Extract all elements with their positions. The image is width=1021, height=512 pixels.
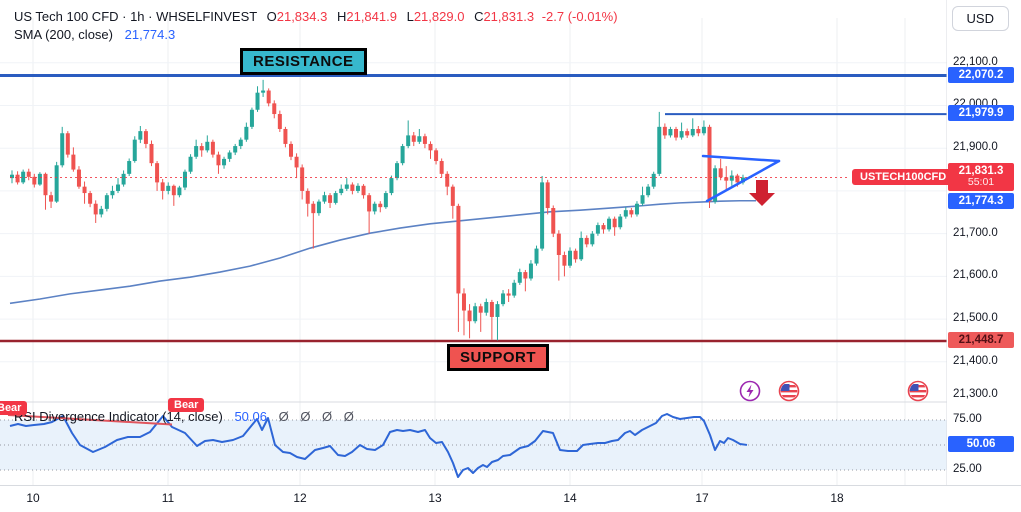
support-label[interactable]: SUPPORT: [447, 344, 550, 371]
rsi-legend-row[interactable]: RSI Divergence Indicator (14, close) 50.…: [14, 409, 358, 424]
time-axis[interactable]: 10 11 12 13 14 17 18: [0, 486, 1021, 512]
time-axis-label: 14: [563, 491, 577, 505]
symbol-title: US Tech 100 CFD · 1h · WHSELFINVEST: [14, 9, 257, 24]
change-value: -2.7 (-0.01%): [541, 9, 618, 24]
price-badge: 21,774.3: [948, 192, 1014, 209]
economic-event-lightning-icon[interactable]: [739, 380, 761, 407]
resistance-label[interactable]: RESISTANCE: [240, 48, 367, 75]
economic-event-us-flag-icon[interactable]: [778, 380, 800, 407]
price-axis[interactable]: 22,100.022,000.021,900.021,700.021,600.0…: [947, 0, 1021, 485]
currency-button[interactable]: USD: [951, 6, 1009, 31]
high-value: 21,841.9: [346, 9, 397, 24]
time-axis-label: 12: [293, 491, 307, 505]
open-label: O: [266, 9, 277, 24]
price-badge: 21,979.9: [948, 105, 1014, 122]
chart-legend: US Tech 100 CFD · 1h · WHSELFINVEST O21,…: [14, 8, 618, 44]
rsi-title: RSI Divergence Indicator (14, close): [14, 409, 223, 424]
symbol-legend-row[interactable]: US Tech 100 CFD · 1h · WHSELFINVEST O21,…: [14, 8, 618, 26]
time-axis-label: 10: [26, 491, 40, 505]
price-axis-label: 22,100.0: [953, 55, 998, 68]
price-axis-label: 21,300.0: [953, 388, 998, 400]
economic-event-us-flag-icon[interactable]: [907, 380, 929, 407]
rsi-value: 50.06: [234, 409, 267, 424]
symbol-price-tag: USTECH100CFD: [852, 169, 955, 185]
price-axis-label: 21,600.0: [953, 269, 998, 282]
close-value: 21,831.3: [483, 9, 535, 24]
rsi-zero-values: Ø Ø Ø Ø: [278, 409, 358, 424]
open-value: 21,834.3: [276, 9, 328, 24]
sma-label: SMA (200, close): [14, 27, 113, 42]
price-axis-label: 21,500.0: [953, 312, 998, 325]
rsi-axis-label: 25.00: [953, 463, 982, 475]
time-axis-label: 18: [830, 491, 844, 505]
rsi-axis-label: 75.00: [953, 413, 982, 425]
time-axis-label: 13: [428, 491, 442, 505]
rsi-value-badge: 50.06: [948, 435, 1014, 452]
low-label: L: [406, 9, 414, 24]
price-badge: 22,070.2: [948, 66, 1014, 83]
price-axis-label: 21,700.0: [953, 226, 998, 239]
time-axis-label: 11: [161, 491, 175, 505]
high-label: H: [336, 9, 347, 24]
bear-divergence-badge-1: Bear: [0, 401, 28, 415]
sma-legend-row[interactable]: SMA (200, close) 21,774.3: [14, 26, 618, 44]
countdown-timer: 55:01: [967, 175, 995, 188]
sma-value: 21,774.3: [124, 27, 176, 42]
low-value: 21,829.0: [413, 9, 465, 24]
price-badge: 21,831.3 55:01: [948, 162, 1014, 191]
price-axis-label: 21,900.0: [953, 141, 998, 154]
time-axis-label: 17: [695, 491, 709, 505]
close-label: C: [474, 9, 484, 24]
bear-divergence-badge-2: Bear: [168, 398, 205, 412]
price-badge: 21,448.7: [948, 332, 1014, 348]
price-axis-label: 21,400.0: [953, 354, 998, 367]
